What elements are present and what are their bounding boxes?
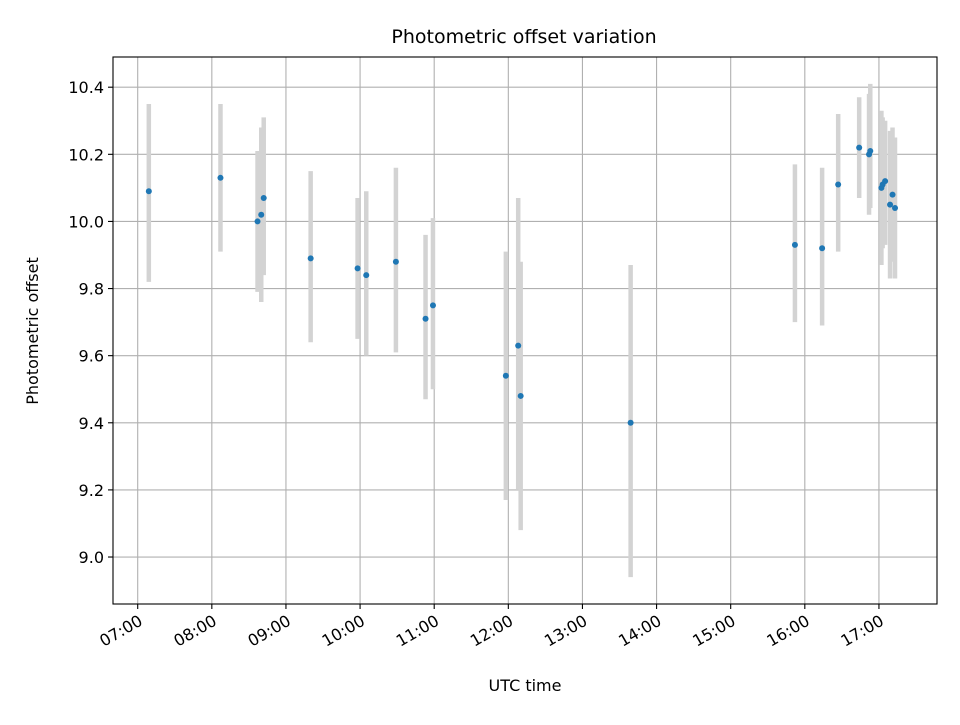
data-point	[422, 315, 429, 322]
y-tick-label: 9.0	[79, 548, 104, 567]
data-point	[867, 147, 874, 154]
data-point	[627, 419, 634, 426]
y-tick-label: 9.4	[79, 414, 104, 433]
y-axis: 9.0 9.2 9.4 9.6 9.8 10.0 10.2 10.4	[68, 78, 113, 567]
data-point	[363, 272, 370, 279]
data-point	[392, 258, 399, 265]
data-point	[791, 241, 798, 248]
data-point	[835, 181, 842, 188]
y-tick-label: 9.2	[79, 481, 104, 500]
data-point	[254, 218, 261, 225]
data-point	[260, 194, 267, 201]
data-points	[145, 144, 898, 426]
data-point	[429, 302, 436, 309]
y-tick-label: 9.6	[79, 347, 104, 366]
y-tick-label: 10.4	[68, 78, 104, 97]
data-point	[819, 245, 826, 252]
grid-lines	[113, 57, 937, 604]
y-tick-label: 10.2	[68, 145, 104, 164]
data-point	[515, 342, 522, 349]
data-point	[887, 201, 894, 208]
data-point	[517, 392, 524, 399]
data-point	[217, 174, 224, 181]
chart-title: Photometric offset variation	[391, 26, 656, 48]
data-point	[354, 265, 361, 272]
data-point	[889, 191, 896, 198]
data-point	[307, 255, 314, 262]
data-point	[882, 178, 889, 185]
data-point	[145, 188, 152, 195]
x-axis-label: UTC time	[489, 676, 562, 695]
plot-area-frame	[112, 56, 938, 605]
data-point	[856, 144, 863, 151]
data-point	[502, 372, 509, 379]
y-axis-label: Photometric offset	[23, 257, 42, 405]
data-point	[258, 211, 265, 218]
y-tick-label: 10.0	[68, 212, 104, 231]
y-tick-label: 9.8	[79, 280, 104, 299]
data-point	[891, 205, 898, 212]
